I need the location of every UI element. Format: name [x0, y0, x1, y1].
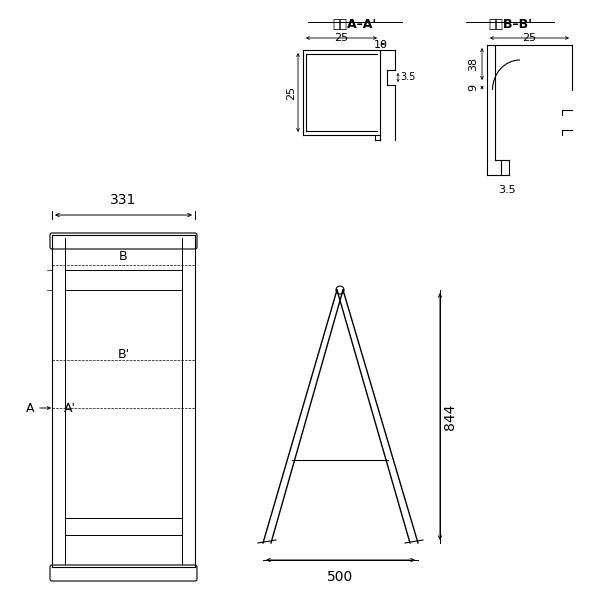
- FancyBboxPatch shape: [50, 233, 197, 249]
- Text: 断面A–A': 断面A–A': [333, 18, 377, 31]
- Text: 38: 38: [468, 57, 478, 71]
- Text: 25: 25: [523, 33, 536, 43]
- Text: 3.5: 3.5: [400, 73, 415, 82]
- Text: 断面B–B': 断面B–B': [488, 18, 532, 31]
- Text: A: A: [26, 401, 34, 415]
- Text: B: B: [119, 250, 128, 263]
- Text: A': A': [64, 401, 76, 415]
- Text: 3.5: 3.5: [498, 185, 516, 195]
- FancyBboxPatch shape: [50, 565, 197, 581]
- Text: 25: 25: [286, 85, 296, 100]
- Text: 500: 500: [328, 570, 353, 584]
- Text: B': B': [118, 349, 130, 361]
- Text: 9: 9: [468, 84, 478, 91]
- Text: 25: 25: [334, 33, 349, 43]
- Text: 331: 331: [110, 193, 137, 207]
- Text: 844: 844: [443, 403, 457, 430]
- Text: 10: 10: [374, 40, 388, 50]
